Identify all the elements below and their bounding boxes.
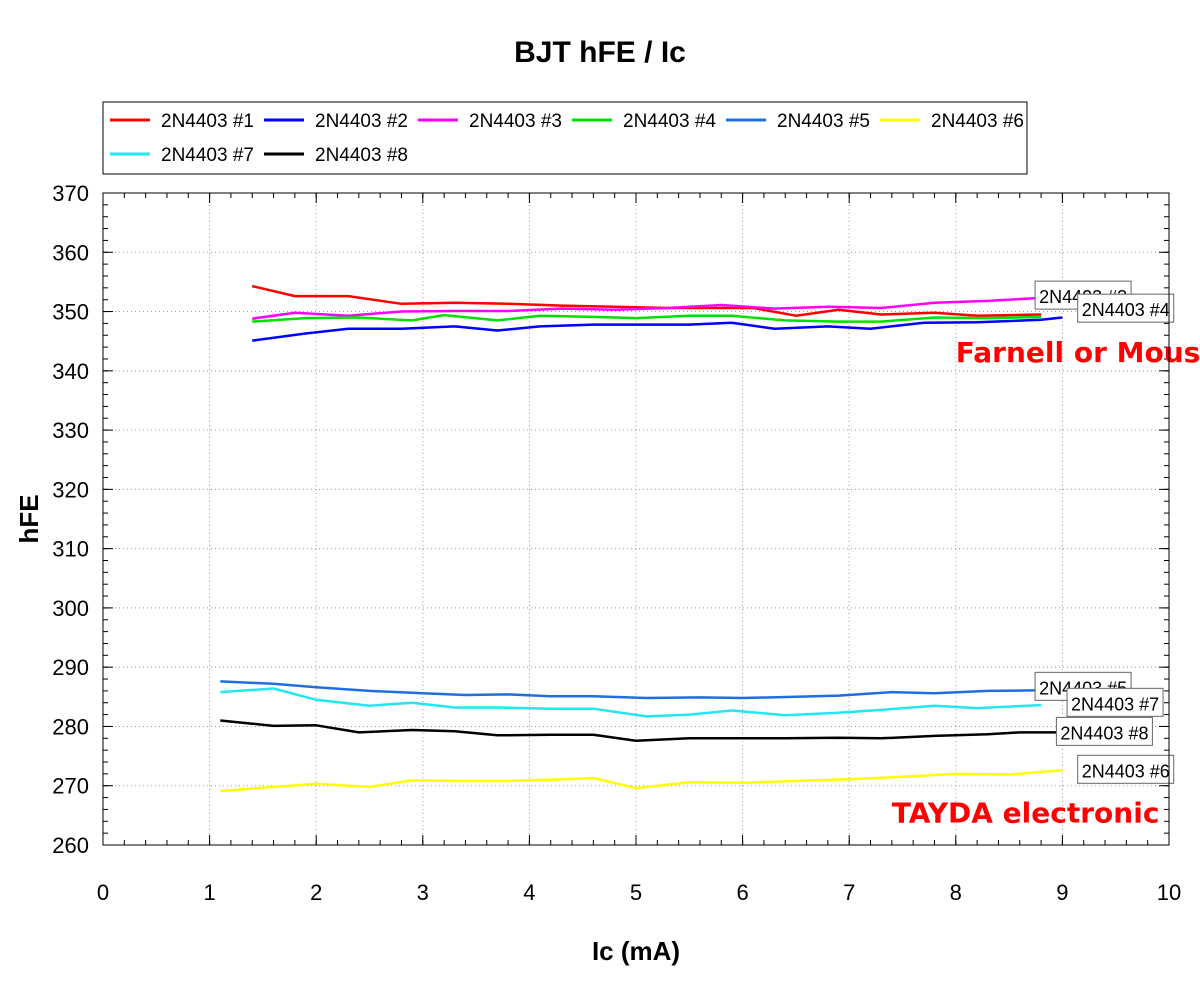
legend: 2N4403 #1 2N4403 #2 2N4403 #3 2N4403 #4 2N44… xyxy=(110,111,1024,166)
x-axis-title: Ic (mA) xyxy=(592,936,680,966)
annotations: Farnell or Mouser TAYDA electronic xyxy=(892,336,1200,830)
y-axis-title: hFE xyxy=(14,494,44,543)
x-tick-label: 4 xyxy=(523,880,535,905)
y-tick-label: 360 xyxy=(52,240,89,265)
y-tick-label: 330 xyxy=(52,418,89,443)
end-label-box xyxy=(1077,293,1175,323)
legend-label: 2N4403 #7 xyxy=(161,145,254,166)
end-label: 2N4403 #7 xyxy=(1071,694,1159,714)
y-tick-label: 260 xyxy=(52,833,89,858)
series-line-4 xyxy=(252,313,1042,323)
x-tick-label: 3 xyxy=(417,880,429,905)
x-tick-label: 0 xyxy=(97,880,109,905)
legend-label: 2N4403 #4 xyxy=(623,111,716,132)
x-tick-label: 9 xyxy=(1056,880,1068,905)
y-tick-label: 300 xyxy=(52,596,89,621)
legend-label: 2N4403 #6 xyxy=(931,111,1024,132)
annotation: TAYDA electronic xyxy=(892,796,1160,829)
end-label: 2N4403 #8 xyxy=(1060,723,1148,743)
end-label: 2N4403 #6 xyxy=(1082,761,1170,781)
chart-title: BJT hFE / Ic xyxy=(514,36,686,69)
y-tick-label: 340 xyxy=(52,359,89,384)
plot-frame xyxy=(102,192,1170,846)
x-tick-label: 10 xyxy=(1157,880,1181,905)
legend-label: 2N4403 #1 xyxy=(161,111,254,132)
y-tick-label: 310 xyxy=(52,537,89,562)
series-line-3 xyxy=(252,296,1042,320)
plot-area xyxy=(103,193,1169,845)
legend-label: 2N4403 #3 xyxy=(469,111,562,132)
series-line-7 xyxy=(220,687,1042,718)
grid xyxy=(103,193,1169,845)
annotation: Farnell or Mouser xyxy=(956,336,1200,369)
series-line-6 xyxy=(220,769,1063,793)
legend-label: 2N4403 #5 xyxy=(777,111,870,132)
y-tick-label: 350 xyxy=(52,300,89,325)
y-tick-label: 370 xyxy=(52,181,89,206)
legend-label: 2N4403 #2 xyxy=(315,111,408,132)
legend-label: 2N4403 #8 xyxy=(315,145,408,166)
x-tick-label: 1 xyxy=(203,880,215,905)
y-tick-label: 270 xyxy=(52,774,89,799)
y-tick-label: 290 xyxy=(52,655,89,680)
x-tick-label: 8 xyxy=(950,880,962,905)
y-tick-label: 280 xyxy=(52,714,89,739)
x-tick-label: 5 xyxy=(630,880,642,905)
end-label: 2N4403 #4 xyxy=(1082,300,1170,320)
series-line-5 xyxy=(220,680,1042,700)
end-label-box xyxy=(1055,716,1153,746)
x-tick-label: 7 xyxy=(843,880,855,905)
x-tick-label: 2 xyxy=(310,880,322,905)
y-tick-label: 320 xyxy=(52,477,89,502)
series-line-8 xyxy=(220,719,1063,742)
end-label-box xyxy=(1066,687,1164,717)
series-line-2 xyxy=(252,316,1063,342)
end-label-box xyxy=(1077,754,1175,784)
x-tick-label: 6 xyxy=(736,880,748,905)
series-lines xyxy=(220,284,1063,793)
legend-box xyxy=(102,101,1028,175)
